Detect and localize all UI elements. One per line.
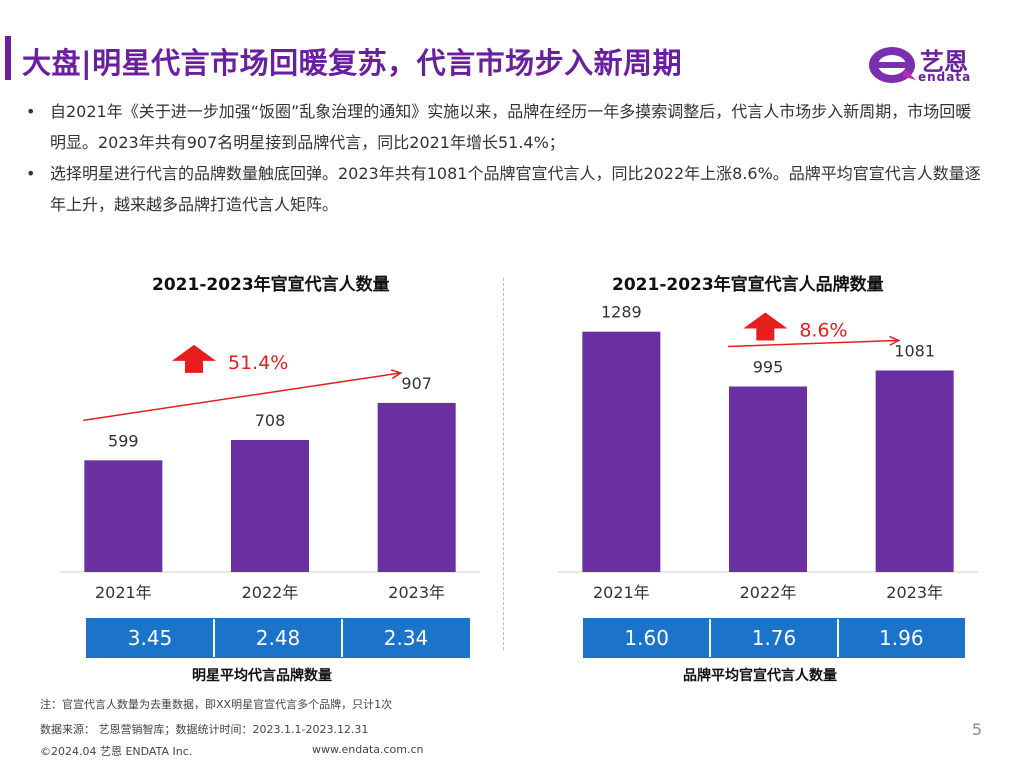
logo-text-en: endata (918, 70, 972, 84)
growth-trend-arrow (83, 369, 403, 422)
x-tick-label: 2022年 (242, 583, 299, 602)
data-source: 数据来源： 艺恩营销智库；数据统计时间：2023.1.1-2023.12.31 (40, 723, 369, 736)
x-tick-label: 2023年 (388, 583, 445, 602)
bar (875, 370, 954, 572)
growth-line (83, 372, 401, 422)
spokesperson-count-chart: 599 2021年 708 2022年 907 2023年 51.4% (60, 344, 480, 602)
bullet-item: • 自2021年《关于进一步加强“饭圈”乱象治理的通知》实施以来，品牌在经历一年多… (22, 96, 982, 158)
website-link[interactable]: www.endata.com.cn (312, 743, 424, 756)
bar (84, 460, 163, 572)
growth-percent-label: 51.4% (228, 352, 288, 374)
bar (582, 331, 661, 572)
page-title: 大盘|明星代言市场回暖复苏，代言市场步入新周期 (22, 46, 683, 80)
x-tick-label: 2022年 (740, 583, 797, 602)
page-number: 5 (971, 720, 982, 739)
up-arrow-icon (172, 344, 216, 373)
stat-cell: 2.48 (213, 619, 341, 657)
bar (377, 402, 456, 572)
stat-cell: 1.76 (709, 619, 836, 657)
data-label: 1289 (601, 303, 642, 322)
copyright: ©2024.04 艺恩 ENDATA Inc. (40, 745, 193, 758)
stat-cell: 2.34 (341, 619, 469, 657)
chart-title-left: 2021-2023年官宣代言人数量 (152, 275, 390, 295)
avg-brands-per-star-label: 明星平均代言品牌数量 (192, 668, 332, 684)
data-label: 995 (753, 358, 784, 377)
bullet-text: 选择明星进行代言的品牌数量触底回弹。2023年共有1081个品牌官宣代言人，同比… (50, 164, 981, 214)
stat-cell: 1.96 (836, 619, 964, 657)
summary-bullets: • 自2021年《关于进一步加强“饭圈”乱象治理的通知》实施以来，品牌在经历一年多… (22, 96, 982, 220)
avg-brands-per-star-row: 3.45 2.48 2.34 (86, 618, 470, 658)
growth-line (727, 339, 899, 348)
data-label: 907 (401, 374, 432, 393)
x-tick-label: 2021年 (593, 583, 650, 602)
bullet-text: 自2021年《关于进一步加强“饭圈”乱象治理的通知》实施以来，品牌在经历一年多摸… (50, 102, 972, 152)
data-label: 599 (108, 431, 139, 450)
chart-title-right: 2021-2023年官宣代言人品牌数量 (612, 275, 884, 295)
up-arrow-icon (743, 312, 788, 341)
bar (729, 386, 807, 572)
bullet-item: • 选择明星进行代言的品牌数量触底回弹。2023年共有1081个品牌官宣代言人，同… (22, 158, 982, 220)
x-tick-label: 2021年 (95, 583, 152, 602)
endata-logo-icon (869, 47, 916, 83)
endata-logo: 艺恩 endata (866, 40, 1006, 88)
bullet-dot-icon: • (26, 164, 36, 183)
growth-trend-arrow (727, 335, 901, 348)
avg-spokespersons-per-brand-row: 1.60 1.76 1.96 (583, 618, 965, 658)
bar (231, 440, 309, 572)
stat-cell: 3.45 (127, 626, 173, 650)
avg-spokespersons-per-brand-label: 品牌平均官宣代言人数量 (683, 668, 837, 684)
data-label: 708 (255, 411, 286, 430)
title-accent-bar (5, 36, 11, 80)
stat-cell: 1.60 (624, 626, 669, 650)
bullet-dot-icon: • (26, 102, 36, 121)
logo-text-cn: 艺恩 (920, 48, 968, 76)
data-label: 1081 (894, 341, 935, 360)
chart-divider (503, 278, 504, 650)
footnote: 注：官宣代言人数量为去重数据，即XX明星官宣代言多个品牌，只计1次 (40, 698, 393, 711)
growth-arrowhead (390, 369, 403, 380)
brand-count-chart: 1289 2021年 995 2022年 1081 2023年 8.6% (558, 303, 978, 602)
x-tick-label: 2023年 (886, 583, 943, 602)
growth-arrowhead (889, 335, 901, 346)
growth-percent-label: 8.6% (799, 319, 847, 341)
